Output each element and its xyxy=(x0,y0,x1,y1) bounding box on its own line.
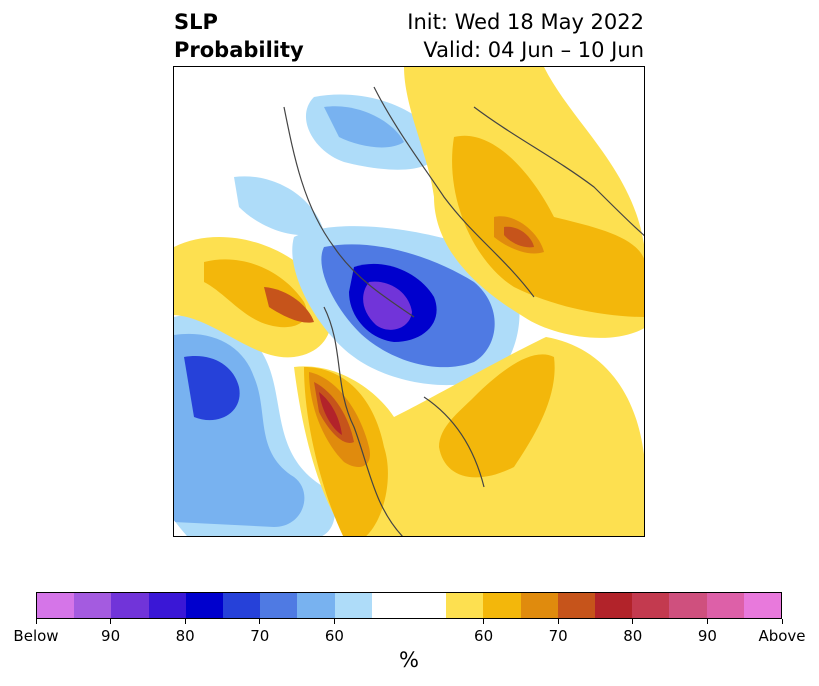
colorbar-unit: % xyxy=(399,648,419,672)
below-region-greenland xyxy=(234,176,324,236)
colorbar-tick-label: Below xyxy=(13,627,59,645)
colorbar-segment xyxy=(37,593,75,618)
colorbar-segment xyxy=(520,593,558,618)
colorbar-tick-label: 70 xyxy=(548,627,568,645)
colorbar-segment xyxy=(557,593,596,618)
colorbar-segment xyxy=(371,593,410,618)
colorbar-segment xyxy=(148,593,186,618)
colorbar-segment xyxy=(409,593,447,618)
above-region-eurasia-mid xyxy=(452,135,644,317)
map-dates: Init: Wed 18 May 2022 Valid: 04 Jun – 10… xyxy=(407,8,644,64)
above-region-pacific-core xyxy=(264,287,314,323)
colorbar-tickmark xyxy=(706,619,708,624)
colorbar-segment xyxy=(669,593,707,618)
colorbar-tickmark xyxy=(557,619,559,624)
colorbar-tick-label: 60 xyxy=(474,627,494,645)
colorbar-tick-label: 90 xyxy=(697,627,717,645)
colorbar-segment xyxy=(111,593,149,618)
colorbar-tick-label: 80 xyxy=(623,627,643,645)
colorbar-segment xyxy=(743,593,782,618)
probability-map xyxy=(174,67,644,536)
init-date: Init: Wed 18 May 2022 xyxy=(407,10,644,34)
colorbar-tick-label: 90 xyxy=(101,627,121,645)
colorbar xyxy=(36,592,782,619)
below-region-polar-mid xyxy=(324,106,404,148)
colorbar-segment xyxy=(446,593,484,618)
above-region-atlantic-mid xyxy=(439,354,555,478)
below-region-pacific-core xyxy=(184,356,240,421)
above-region-eurasia-center xyxy=(504,226,534,248)
below-region-arctic-center xyxy=(363,281,412,330)
colorbar-segment xyxy=(706,593,744,618)
colorbar-tickmark xyxy=(333,619,335,624)
colorbar-tickmark xyxy=(184,619,186,624)
polar-map xyxy=(173,66,645,537)
above-region-namerica-center xyxy=(319,392,342,435)
colorbar-tickmark xyxy=(110,619,112,624)
title-variable: SLP xyxy=(174,10,218,34)
map-title: SLP Probability xyxy=(174,8,304,64)
colorbar-segment xyxy=(297,593,335,618)
valid-date: Valid: 04 Jun – 10 Jun xyxy=(423,38,644,62)
colorbar-tickmark xyxy=(781,619,783,624)
colorbar-segment xyxy=(74,593,112,618)
colorbar-tick-label: 70 xyxy=(250,627,270,645)
colorbar-segment xyxy=(334,593,372,618)
colorbar-tickmark xyxy=(632,619,634,624)
colorbar-tickmark xyxy=(35,619,37,624)
colorbar-tick-label: 80 xyxy=(175,627,195,645)
colorbar-segment xyxy=(185,593,224,618)
colorbar-tickmark xyxy=(483,619,485,624)
colorbar-segment xyxy=(483,593,521,618)
colorbar-tickmark xyxy=(259,619,261,624)
colorbar-segment xyxy=(260,593,298,618)
colorbar-segment xyxy=(632,593,670,618)
title-subtitle: Probability xyxy=(174,38,304,62)
colorbar-tick-label: 60 xyxy=(324,627,344,645)
colorbar-tick-label: Above xyxy=(758,627,806,645)
colorbar-segment xyxy=(595,593,633,618)
colorbar-segment xyxy=(223,593,261,618)
